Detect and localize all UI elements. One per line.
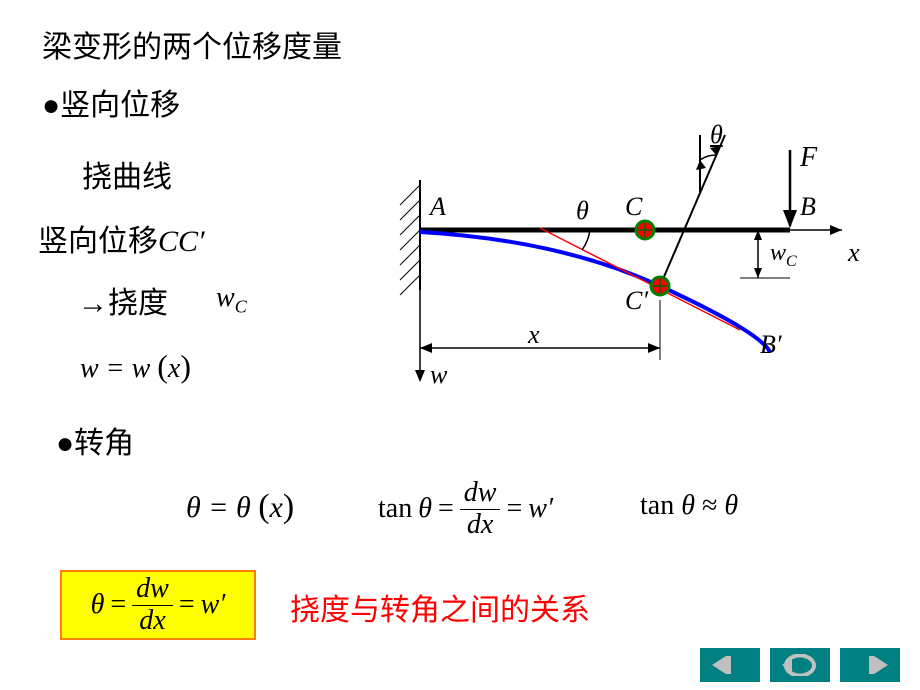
- eq-tan-theta: tan θ = dw dx = w′: [378, 478, 553, 541]
- label-F: F: [800, 142, 817, 174]
- eq-theta-of-x: θ = θ (x): [186, 488, 294, 526]
- highlight-equation: θ = dw dx = w′: [60, 570, 256, 640]
- next-icon: [850, 654, 890, 676]
- label-C: C: [625, 192, 642, 222]
- label-x-dim: x: [528, 320, 540, 350]
- nav-next-button[interactable]: [840, 648, 900, 682]
- bullet-rotation: ●转角: [56, 418, 134, 462]
- nav-buttons: [700, 648, 900, 682]
- label-A: A: [430, 192, 446, 222]
- label-theta-mid: θ: [576, 196, 589, 226]
- red-note: 挠度与转角之间的关系: [290, 585, 590, 629]
- nav-prev-button[interactable]: [700, 648, 760, 682]
- nav-home-button[interactable]: [770, 648, 830, 682]
- label-Bprime: B′: [760, 330, 782, 360]
- bullet-dot-2: ●: [56, 427, 74, 460]
- wall-hatch: [400, 185, 420, 295]
- beam-diagram: [0, 0, 920, 400]
- home-icon: [780, 654, 820, 676]
- prev-icon: [710, 654, 750, 676]
- label-Cprime: C′: [625, 286, 648, 316]
- eq-tan-approx: tan θ ≈ θ: [640, 490, 738, 522]
- label-B: B: [800, 192, 816, 222]
- label-w-axis: w: [430, 360, 447, 390]
- label-x-axis: x: [848, 238, 860, 268]
- label-theta-top: θ: [710, 120, 723, 150]
- label-wc-diagram: wC: [770, 240, 797, 271]
